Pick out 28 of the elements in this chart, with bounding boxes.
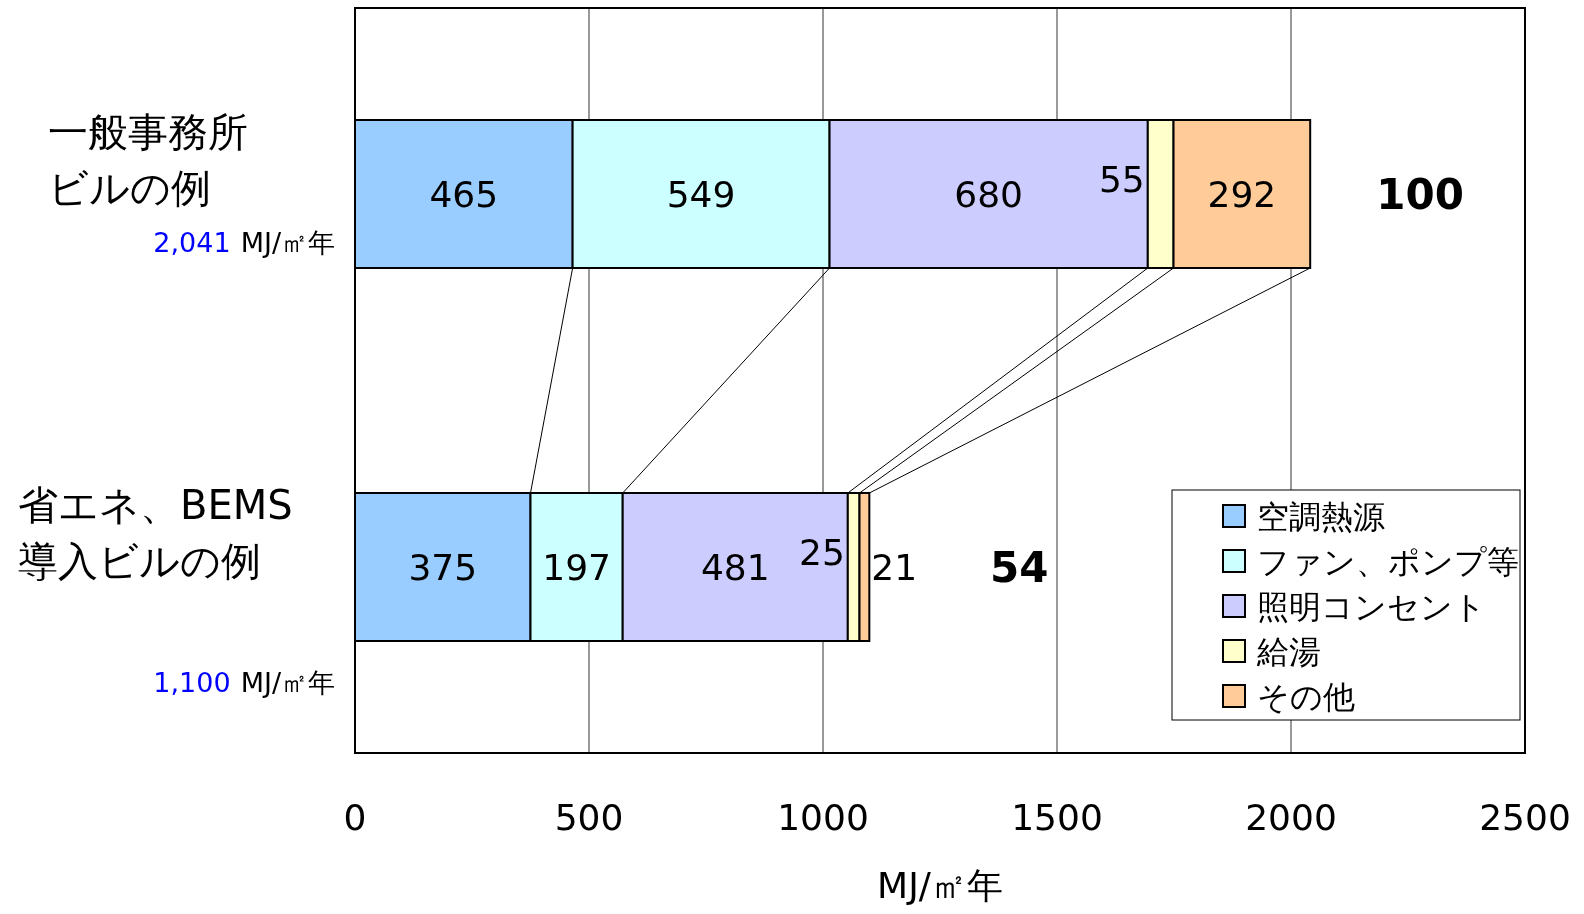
x-tick-label: 1500: [1011, 797, 1103, 838]
legend-label: 空調熱源: [1257, 498, 1385, 536]
annotation: 54: [990, 543, 1049, 592]
annotation: 100: [1376, 170, 1465, 219]
y-tick-label: 一般事務所ビルの例: [48, 109, 248, 211]
data-label: 292: [1207, 174, 1277, 215]
data-label: 375: [408, 547, 478, 588]
x-tick-label: 500: [554, 797, 624, 838]
data-label: 680: [954, 174, 1024, 215]
legend-label: 照明コンセント: [1257, 588, 1486, 626]
text: 1,100 MJ/㎡年: [153, 667, 335, 698]
legend-label: その他: [1257, 678, 1355, 716]
legend-label: ファン、ポンプ等: [1257, 543, 1519, 581]
x-tick-label: 0: [343, 797, 367, 838]
x-tick-label: 2500: [1479, 797, 1571, 838]
text: 2,041 MJ/㎡年: [153, 227, 335, 258]
data-label: 481: [700, 547, 770, 588]
data-label: 197: [542, 547, 611, 588]
data-label: 55: [1098, 159, 1145, 200]
data-label: 21: [871, 547, 918, 588]
x-tick-label: 1000: [777, 797, 869, 838]
x-axis-title: MJ/㎡年: [877, 865, 1003, 906]
x-tick-label: 2000: [1245, 797, 1337, 838]
legend-label: 給湯: [1256, 633, 1321, 671]
data-label: 25: [798, 532, 845, 573]
data-label: 549: [666, 174, 736, 215]
data-label: 465: [429, 174, 499, 215]
y-tick-label: 省エネ、BEMS導入ビルの例: [18, 482, 293, 584]
